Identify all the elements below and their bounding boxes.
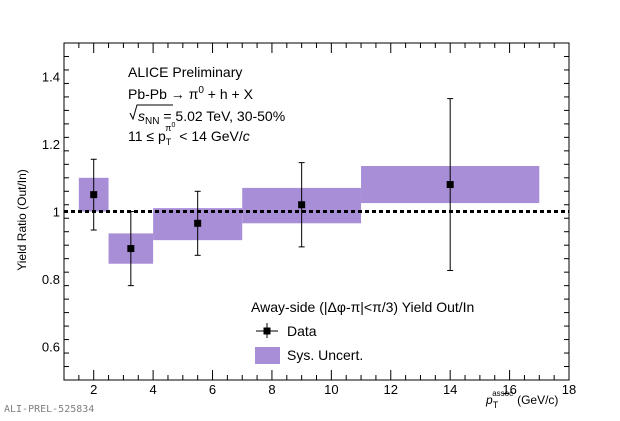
data-point-2 <box>194 219 202 227</box>
axes: 2 4 6 8 10 12 14 16 18 0.6 0.8 1 1.2 1.4 <box>42 42 576 397</box>
y-tick-label-1: 0.8 <box>42 272 60 287</box>
legend: Away-side (|Δφ-π|<π/3) Yield Out/In Data… <box>251 299 474 364</box>
y-axis-title: Yield Ratio (Out/In) <box>15 169 29 271</box>
annotation-collision: Pb-Pb → π0 + h + X <box>128 85 254 102</box>
legend-data-label: Data <box>287 323 317 339</box>
y-tick-label-4: 1.4 <box>42 70 60 85</box>
x-tick-label-4: 4 <box>150 382 157 397</box>
annotation-alice: ALICE Preliminary <box>128 64 242 80</box>
legend-sys-swatch <box>255 347 280 364</box>
legend-data-marker <box>263 327 271 335</box>
x-tick-label-10: 10 <box>324 382 338 397</box>
svg-text:sNN = 5.02 TeV, 30-50%: sNN = 5.02 TeV, 30-50% <box>138 108 285 127</box>
x-tick-label-6: 6 <box>209 382 216 397</box>
data-points <box>90 98 454 287</box>
data-point-0 <box>90 191 98 199</box>
data-point-4 <box>446 181 454 189</box>
x-tick-label-18: 18 <box>562 382 576 397</box>
legend-title: Away-side (|Δφ-π|<π/3) Yield Out/In <box>251 299 474 315</box>
x-tick-label-14: 14 <box>443 382 457 397</box>
annotation-pt-range: 11 ≤ pTπ0 < 14 GeV/c <box>128 122 250 147</box>
data-point-1 <box>127 245 135 253</box>
sys-uncertainty-boxes <box>78 166 540 264</box>
x-tick-label-8: 8 <box>268 382 275 397</box>
watermark: ALI-PREL-525834 <box>4 404 95 415</box>
x-tick-label-12: 12 <box>384 382 398 397</box>
x-tick-label-2: 2 <box>90 382 97 397</box>
y-tick-label-3: 1.2 <box>42 137 60 152</box>
x-axis-title: pTassoc (GeV/c) <box>485 389 558 410</box>
legend-sys-label: Sys. Uncert. <box>287 347 363 363</box>
y-tick-label-2: 1 <box>53 205 60 220</box>
data-point-3 <box>298 201 306 209</box>
annotation-energy: sNN = 5.02 TeV, 30-50% <box>129 104 285 127</box>
y-tick-label-0: 0.6 <box>42 339 60 354</box>
x-tick-label-16: 16 <box>502 382 516 397</box>
